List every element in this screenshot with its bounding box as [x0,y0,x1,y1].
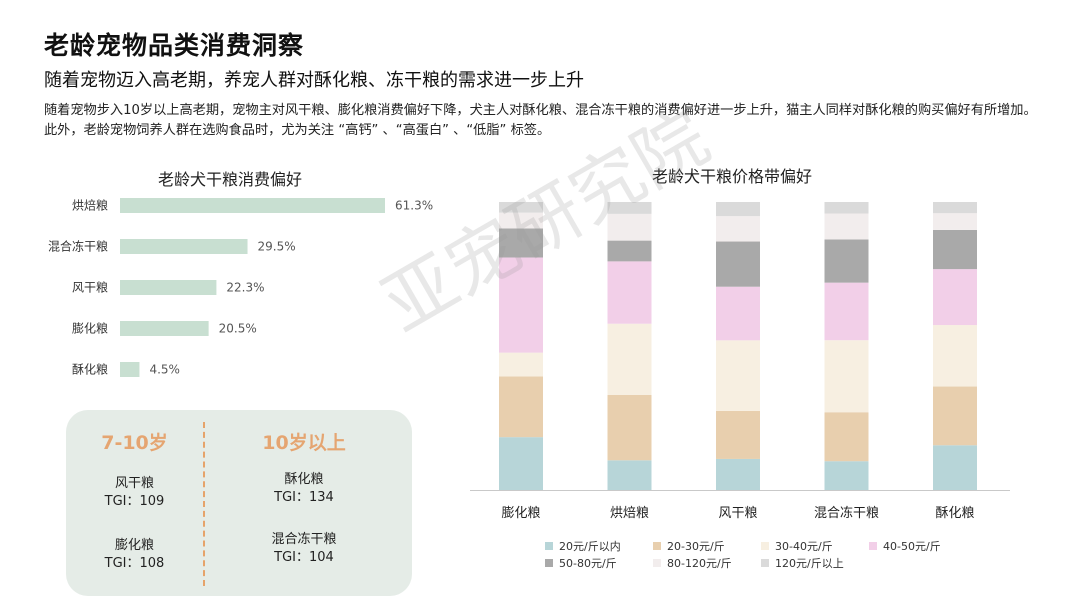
stacked-bar-segment [607,323,652,395]
stacked-bar-segment [824,461,869,490]
bar [120,239,248,254]
stacked-bar-segment [716,216,760,242]
legend-swatch [653,559,661,567]
stacked-bar-segment [933,386,977,446]
stacked-bar-segment [933,229,977,270]
stack-category-label: 膨化粮 [501,506,540,521]
page-subtitle: 随着宠物迈入高老期，养宠人群对酥化粮、冻干粮的需求进一步上升 [44,70,584,91]
stacked-bar-segment [607,460,652,490]
bar-value-label: 22.3% [226,281,264,295]
stacked-bar-segment [607,394,652,461]
legend-label: 50-80元/斤 [559,557,617,570]
stacked-bar-segment [716,340,760,411]
tgi-item-value: TGI：104 [274,550,334,565]
bar-value-label: 20.5% [219,322,257,336]
bar-chart-title: 老龄犬干粮消费偏好 [157,170,302,189]
tgi-item-value: TGI：108 [104,556,165,571]
stacked-bar-segment [499,257,543,353]
tgi-group-10plus: 10岁以上 酥化粮 TGI：134 混合冻干粮 TGI：104 [226,410,382,567]
stacked-bar-segment [933,202,977,214]
stacked-bar-segment [499,212,543,229]
stacked-bar-segment [607,261,652,324]
stacked-bar-segment [824,412,869,462]
legend-item: 120元/斤以上 [761,555,844,571]
stacked-bar-segment [933,325,977,387]
stacked-bar-segment [824,202,869,214]
stack-category-label: 酥化粮 [935,506,974,521]
legend-swatch [761,542,769,550]
legend-label: 30-40元/斤 [775,540,833,553]
legend-swatch [545,542,553,550]
bar [120,198,385,213]
tgi-item-value: TGI：109 [104,494,165,509]
stacked-bar-segment [716,410,760,459]
stacked-bar-segment [824,282,869,341]
stacked-bar-segment [824,239,869,283]
stacked-bar-segment [824,340,869,413]
legend-item: 50-80元/斤 [545,555,617,571]
legend-swatch [545,559,553,567]
legend-item: 80-120元/斤 [653,555,732,571]
stacked-bar-segment [499,376,543,438]
bar [120,321,209,336]
legend-label: 40-50元/斤 [883,540,941,553]
stack-category-label: 混合冻干粮 [814,505,879,521]
legend-item: 20元/斤以内 [545,538,621,554]
bar-category-label: 烘焙粮 [72,198,108,213]
bar [120,362,140,377]
bar-value-label: 29.5% [258,240,296,254]
tgi-panel: 7-10岁 风干粮 TGI：109 膨化粮 TGI：108 10岁以上 酥化粮 … [66,410,412,596]
description-paragraph: 随着宠物步入10岁以上高老期，宠物主对风干粮、膨化粮消费偏好下降，犬主人对酥化粮… [44,103,1037,138]
stack-category-label: 烘焙粮 [610,506,649,521]
bar-category-label: 风干粮 [72,280,108,295]
bar-category-label: 膨化粮 [72,321,108,336]
legend-swatch [761,559,769,567]
bar-category-label: 酥化粮 [72,362,108,377]
tgi-group-heading: 10岁以上 [262,432,346,454]
stacked-bar-segment [607,202,652,214]
stacked-bar-segment [607,213,652,241]
stacked-bar-segment [824,213,869,240]
bar-value-label: 61.3% [395,199,433,213]
legend-item: 20-30元/斤 [653,538,725,554]
legend-swatch [653,542,661,550]
stacked-bar-segment [499,228,543,258]
legend-item: 40-50元/斤 [869,538,941,554]
tgi-item-name: 风干粮 [114,476,154,491]
tgi-group-7-10: 7-10岁 风干粮 TGI：109 膨化粮 TGI：108 [66,410,203,573]
legend-label: 20元/斤以内 [559,540,621,553]
stacked-bar-segment [499,437,543,490]
stacked-bar-segment [933,213,977,230]
legend-label: 80-120元/斤 [667,557,732,570]
tgi-item-name: 酥化粮 [284,472,324,487]
tgi-group-heading: 7-10岁 [101,432,168,454]
horizontal-bar-chart: 烘焙粮 61.3% 混合冻干粮 29.5% 风干粮 22.3% 膨化粮 20.5% 酥化粮 4.5… [48,198,433,377]
page-title: 老龄宠物品类消费洞察 [44,31,305,60]
stacked-bar-segment [716,458,760,490]
bar-value-label: 4.5% [149,363,180,377]
tgi-item-name: 混合冻干粮 [271,532,337,547]
stacked-bar-segment [499,352,543,377]
stacked-bar-segment [716,202,760,217]
bar-category-label: 混合冻干粮 [48,239,108,254]
tgi-item-value: TGI：134 [274,490,334,505]
stack-chart-title: 老龄犬干粮价格带偏好 [651,167,812,186]
stacked-bar-segment [933,269,977,326]
legend-swatch [869,542,877,550]
stacked-bar-segment [716,286,760,341]
tgi-item-name: 膨化粮 [114,538,154,553]
stack-category-label: 风干粮 [718,506,757,521]
stacked-bar-segment [716,241,760,287]
stacked-bar-segment [607,240,652,262]
legend-label: 20-30元/斤 [667,540,725,553]
legend-item: 30-40元/斤 [761,538,833,554]
stacked-bar-segment [933,445,977,490]
bar [120,280,217,295]
stacked-bar-segment [499,202,543,213]
stacked-bar-chart: 膨化粮 烘焙粮 风干粮 混合冻干粮 酥化粮 [470,202,1010,521]
legend-label: 120元/斤以上 [775,557,844,570]
tgi-divider [203,422,205,586]
